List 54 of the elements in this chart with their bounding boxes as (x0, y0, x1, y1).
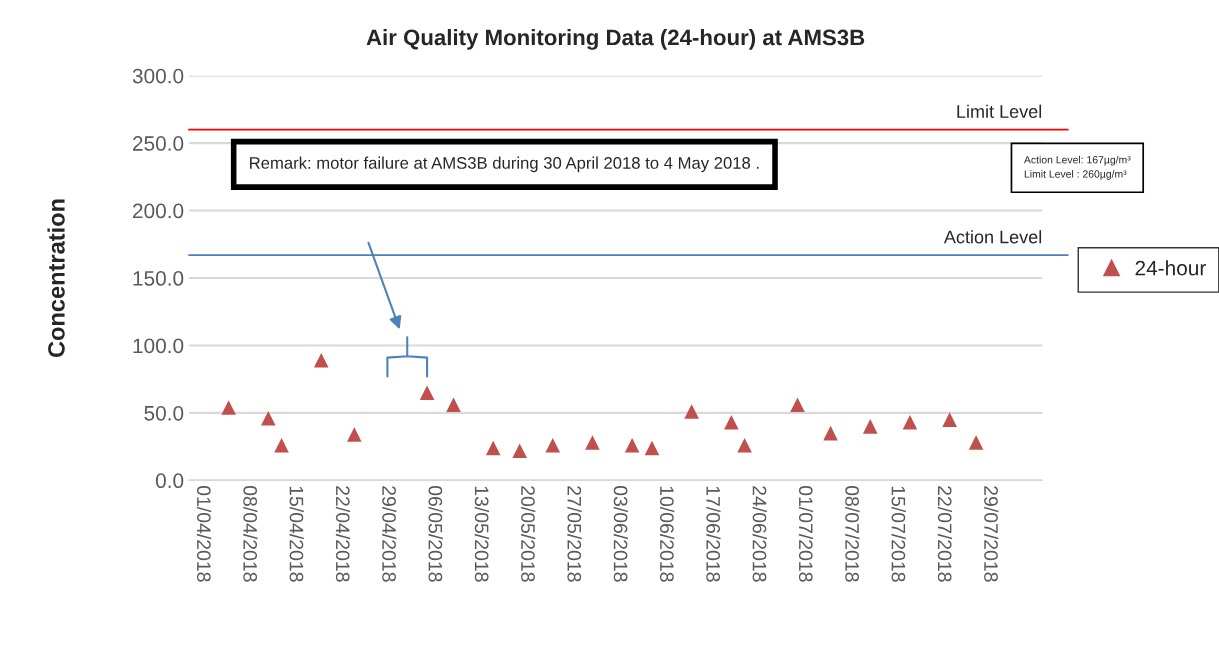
annotation: Remark: motor failure at AMS3B during 30 April 2018 to 4 May 2018 . (250, 156, 759, 173)
legend-label: 24-hour (1135, 260, 1206, 276)
point (644, 440, 660, 456)
y-tick-label: 100.0 (133, 338, 184, 354)
x-tick-label: 13/05/2018 (474, 486, 490, 582)
point (446, 397, 461, 413)
point (862, 419, 878, 434)
x-tick-label: 27/05/2018 (567, 486, 582, 582)
point (419, 385, 435, 400)
point (485, 440, 501, 456)
point (274, 437, 289, 453)
x-tick-label: 08/04/2018 (243, 485, 258, 582)
x-tick-label: 22/04/2018 (335, 486, 351, 582)
point (624, 437, 640, 453)
annotation: Action Level: 167µg/m³ Limit Level : 260µg/m³ (1023, 155, 1131, 180)
y-axis-title: Concentration (47, 199, 65, 358)
point (823, 425, 838, 441)
ref-line-label: Limit Level (957, 104, 1042, 118)
x-tick-label: 22/07/2018 (937, 486, 953, 582)
x-tick-label: 08/07/2018 (845, 485, 860, 582)
point (737, 437, 752, 453)
y-tick-label: 200.0 (133, 203, 184, 219)
point (221, 400, 236, 415)
point (968, 435, 984, 450)
ref-line-label: Action Level (943, 230, 1042, 244)
x-tick-label: 15/07/2018 (891, 486, 906, 582)
point (684, 404, 699, 419)
y-tick-label: 300.0 (132, 68, 184, 84)
x-tick-label: 03/06/2018 (613, 485, 628, 582)
y-tick-label: 150.0 (133, 271, 184, 286)
point (545, 437, 561, 453)
x-tick-label: 01/07/2018 (798, 485, 814, 582)
point (347, 427, 362, 442)
x-tick-label: 29/04/2018 (382, 486, 397, 582)
point (261, 411, 276, 426)
x-tick-label: 10/06/2018 (659, 486, 675, 582)
y-tick-label: 250.0 (133, 136, 184, 151)
y-tick-label: 50.0 (144, 405, 184, 421)
x-tick-label: 15/04/2018 (289, 486, 304, 582)
x-tick-label: 06/05/2018 (428, 485, 443, 582)
point (313, 353, 329, 368)
point (902, 415, 918, 430)
chart-title: Air Quality Monitoring Data (24-hour) at AMS3B (366, 29, 865, 50)
point (942, 412, 957, 427)
x-tick-label: 29/07/2018 (984, 486, 999, 582)
point (585, 435, 600, 450)
y-tick-label: 0.0 (155, 473, 184, 489)
point (512, 443, 527, 458)
x-tick-label: 20/05/2018 (521, 486, 536, 582)
x-tick-label: 01/04/2018 (196, 485, 212, 582)
x-tick-label: 24/06/2018 (752, 486, 767, 582)
point (724, 415, 739, 430)
point (790, 397, 805, 413)
x-tick-label: 17/06/2018 (706, 486, 721, 582)
